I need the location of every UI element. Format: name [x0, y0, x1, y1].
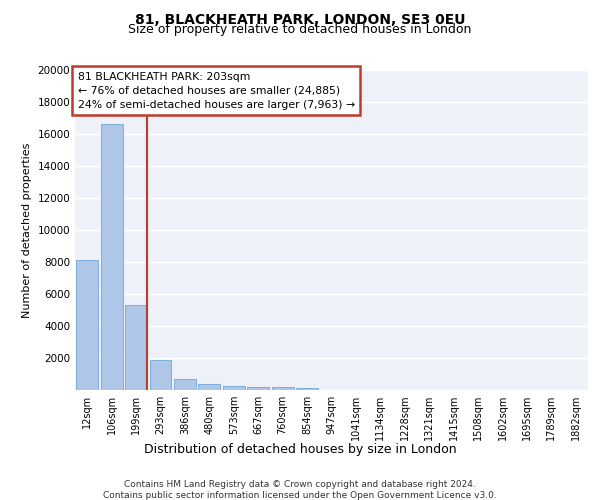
- Bar: [223, 386, 245, 390]
- Y-axis label: Number of detached properties: Number of detached properties: [22, 142, 32, 318]
- Text: Contains public sector information licensed under the Open Government Licence v3: Contains public sector information licen…: [103, 491, 497, 500]
- Bar: [247, 387, 269, 390]
- Bar: [296, 388, 318, 390]
- Bar: [272, 388, 293, 390]
- Text: Contains HM Land Registry data © Crown copyright and database right 2024.: Contains HM Land Registry data © Crown c…: [124, 480, 476, 489]
- Bar: [149, 360, 172, 390]
- Bar: [174, 379, 196, 390]
- Bar: [101, 124, 122, 390]
- Text: Size of property relative to detached houses in London: Size of property relative to detached ho…: [128, 22, 472, 36]
- Bar: [199, 384, 220, 390]
- Bar: [125, 305, 147, 390]
- Text: Distribution of detached houses by size in London: Distribution of detached houses by size …: [143, 442, 457, 456]
- Text: 81 BLACKHEATH PARK: 203sqm
← 76% of detached houses are smaller (24,885)
24% of : 81 BLACKHEATH PARK: 203sqm ← 76% of deta…: [77, 72, 355, 110]
- Bar: [76, 260, 98, 390]
- Text: 81, BLACKHEATH PARK, LONDON, SE3 0EU: 81, BLACKHEATH PARK, LONDON, SE3 0EU: [135, 12, 465, 26]
